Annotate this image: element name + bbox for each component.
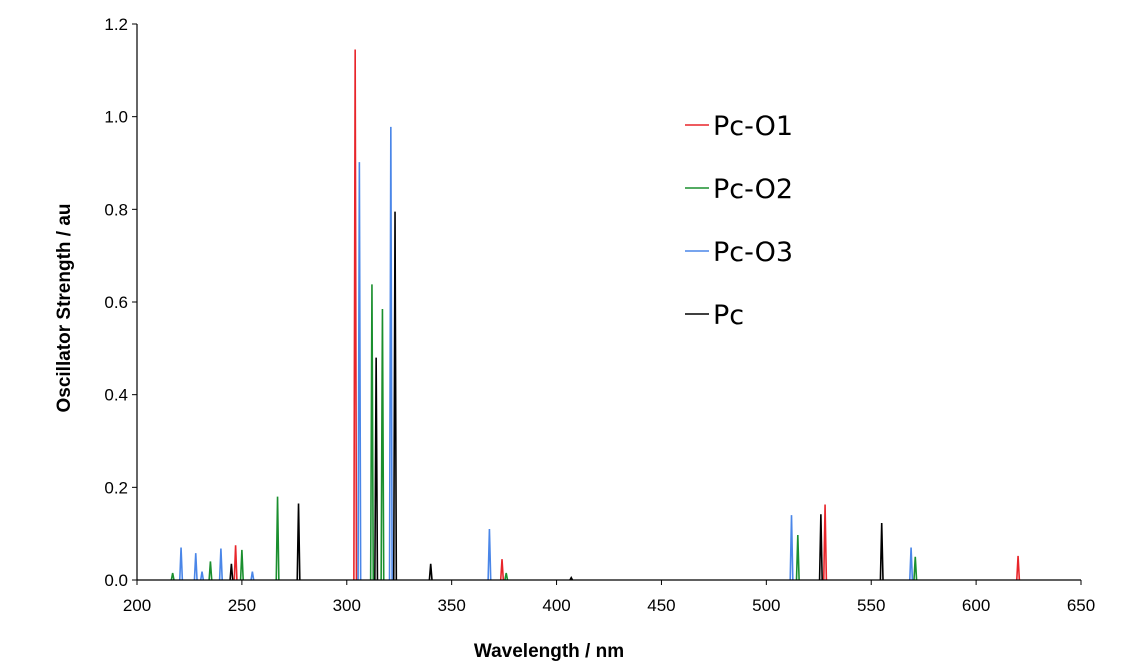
stick-pc-7 (879, 522, 884, 581)
stick-pc-1 (296, 503, 301, 581)
legend-label: Pc-O3 (713, 237, 793, 268)
stick-pc-o2-2 (239, 549, 244, 581)
x-tick-label: 550 (857, 596, 885, 615)
x-ticks: 200 250 300 350 400 450 500 550 600 650 (123, 580, 1095, 615)
legend-label: Pc-O2 (713, 174, 793, 205)
stick-pc-3 (392, 211, 398, 581)
stick-pc-o3-4 (250, 571, 255, 581)
x-tick-label: 250 (228, 596, 256, 615)
stick-pc-o1-2 (499, 559, 505, 581)
stick-pc-o2-8 (913, 556, 918, 581)
stick-pc-4 (428, 563, 433, 581)
y-tick-label: 1.2 (104, 15, 128, 34)
stick-pc-o2-7 (795, 535, 800, 581)
stick-pc-o2-5 (380, 308, 385, 581)
legend: Pc-O1 Pc-O2 Pc-O3 Pc (685, 111, 793, 331)
stick-pc-0 (229, 563, 234, 581)
y-tick-label: 0.6 (104, 293, 128, 312)
y-tick-label: 0.0 (104, 571, 128, 590)
stick-pc-o2-1 (208, 561, 213, 581)
stick-pc-o2-4 (369, 284, 375, 581)
stick-pc-o1-0 (233, 545, 238, 581)
stick-pc-5 (569, 576, 574, 581)
stick-pc-o3-3 (218, 548, 224, 581)
y-ticks: 0.0 0.2 0.4 0.6 0.8 1.0 1.2 (104, 15, 137, 590)
x-tick-label: 350 (437, 596, 465, 615)
y-tick-label: 0.4 (104, 386, 128, 405)
stick-pc-o2-0 (170, 572, 175, 581)
spectrum-sticks (170, 49, 1021, 581)
x-tick-label: 300 (333, 596, 361, 615)
stick-pc-o3-5 (357, 162, 362, 581)
x-tick-label: 500 (752, 596, 780, 615)
stick-pc-2 (374, 357, 379, 581)
stick-pc-o3-7 (487, 529, 492, 581)
stick-pc-o2-6 (504, 572, 509, 581)
y-axis-title: Oscillator Strength / au (54, 203, 75, 412)
stick-pc-o3-9 (908, 547, 914, 581)
x-tick-label: 200 (123, 596, 151, 615)
y-tick-label: 0.2 (104, 478, 128, 497)
stick-pc-o2-3 (275, 496, 280, 581)
stick-pc-o3-1 (193, 553, 198, 581)
x-tick-label: 450 (647, 596, 675, 615)
legend-label: Pc (713, 300, 744, 331)
legend-label: Pc-O1 (713, 111, 793, 142)
x-tick-label: 600 (962, 596, 990, 615)
stick-pc-o1-3 (822, 504, 828, 581)
stick-pc-6 (818, 514, 823, 581)
stick-pc-o3-6 (388, 126, 393, 581)
y-tick-label: 1.0 (104, 108, 128, 127)
stick-pc-o3-0 (178, 547, 184, 581)
stick-pc-o1-1 (353, 49, 358, 581)
x-tick-label: 650 (1067, 596, 1095, 615)
stick-pc-o3-2 (199, 571, 205, 581)
stick-pc-o1-4 (1015, 555, 1021, 581)
x-axis-title: Wavelength / nm (474, 641, 624, 661)
stick-pc-o3-8 (789, 515, 794, 581)
x-tick-label: 400 (542, 596, 570, 615)
y-tick-label: 0.8 (104, 200, 128, 219)
